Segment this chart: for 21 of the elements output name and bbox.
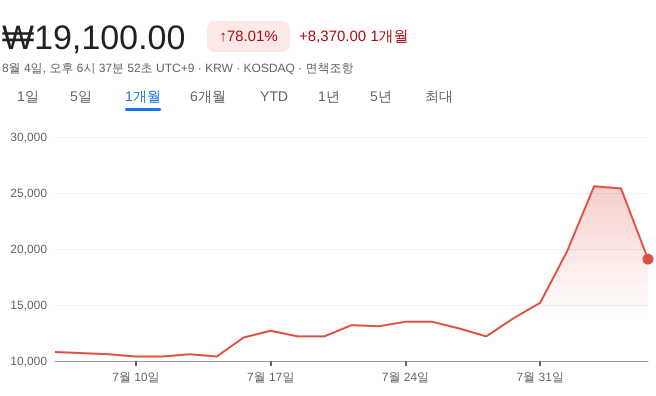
x-tick-label: 7월 31일 <box>516 370 564 384</box>
text: 5년 <box>370 88 392 106</box>
y-tick-label: 10,000 <box>10 354 48 368</box>
y-tick-label: 30,000 <box>10 130 48 144</box>
x-tick-label: 7월 10일 <box>112 370 160 384</box>
text: 최대 <box>425 88 453 106</box>
text: 5일 <box>70 88 92 106</box>
text: 1년 <box>318 88 340 106</box>
text: 1개월 <box>125 88 161 106</box>
text: 1일 <box>17 88 39 106</box>
chart-title: ₩19,100.00 <box>2 18 186 58</box>
y-tick-label: 20,000 <box>10 242 48 256</box>
text: ↑78.01% <box>207 21 290 52</box>
y-tick-label: 15,000 <box>10 298 48 312</box>
x-tick-label: 7월 17일 <box>246 370 294 384</box>
y-tick-label: 25,000 <box>10 186 48 200</box>
text: YTD <box>260 88 288 104</box>
text: 6개월 <box>190 88 226 106</box>
chart-subtitle: 8월 4일, 오후 6시 37분 52초 UTC+9 · KRW · KOSDAQ · 면책조항 <box>2 60 354 77</box>
x-tick-label: 7월 24일 <box>382 370 430 384</box>
text: +8,370.00 1개월 <box>299 27 409 46</box>
